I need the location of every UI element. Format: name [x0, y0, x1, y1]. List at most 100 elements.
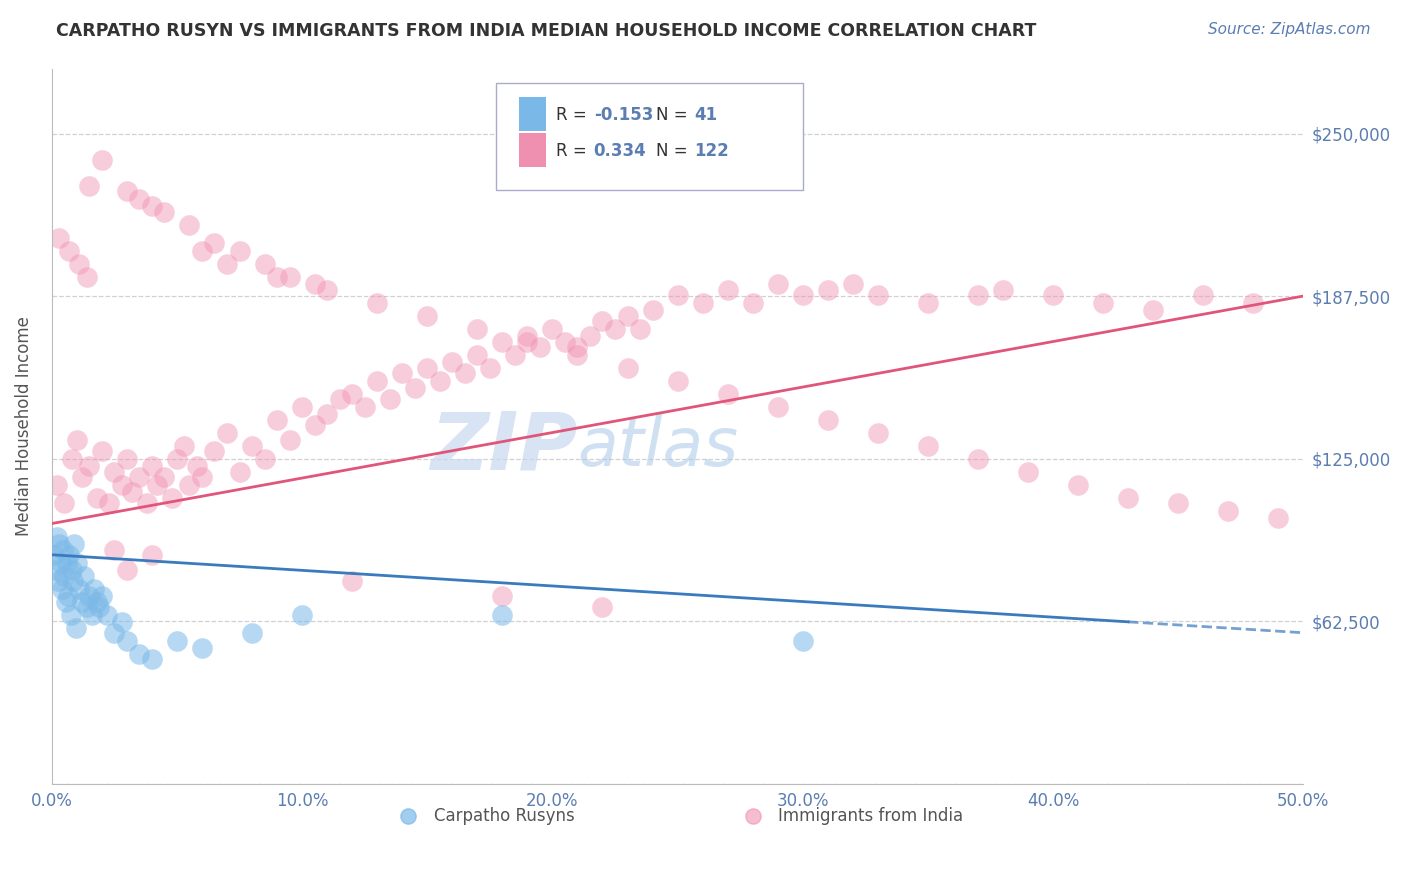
- FancyBboxPatch shape: [496, 83, 803, 190]
- Point: [58, 244, 80, 258]
- Point: [842, 277, 865, 292]
- Point: [128, 469, 150, 483]
- Point: [516, 334, 538, 349]
- Point: [278, 269, 301, 284]
- Point: [429, 374, 451, 388]
- Text: 41: 41: [693, 106, 717, 124]
- Text: Immigrants from India: Immigrants from India: [778, 806, 963, 825]
- Point: [1218, 503, 1240, 517]
- Point: [628, 321, 651, 335]
- Text: R =: R =: [557, 106, 592, 124]
- Point: [60, 563, 83, 577]
- Point: [291, 607, 314, 622]
- Point: [666, 374, 689, 388]
- Point: [63, 537, 86, 551]
- Point: [121, 485, 143, 500]
- Point: [76, 269, 98, 284]
- Point: [89, 599, 111, 614]
- Point: [240, 438, 263, 452]
- Point: [166, 633, 188, 648]
- Point: [1067, 477, 1090, 491]
- Point: [228, 465, 250, 479]
- Point: [416, 360, 439, 375]
- Point: [391, 366, 413, 380]
- Point: [98, 496, 121, 510]
- Point: [366, 295, 388, 310]
- Point: [717, 386, 740, 401]
- Point: [766, 400, 789, 414]
- Point: [616, 360, 638, 375]
- Point: [316, 408, 339, 422]
- Point: [76, 599, 98, 614]
- Point: [641, 303, 664, 318]
- Point: [60, 451, 83, 466]
- Point: [166, 451, 188, 466]
- Point: [1241, 295, 1264, 310]
- Point: [90, 153, 112, 167]
- Point: [44, 563, 66, 577]
- Point: [115, 451, 138, 466]
- Point: [1042, 287, 1064, 301]
- Point: [58, 548, 80, 562]
- Point: [52, 542, 75, 557]
- Point: [266, 412, 288, 426]
- Point: [215, 425, 238, 440]
- Point: [567, 347, 589, 361]
- Point: [48, 537, 70, 551]
- Point: [45, 530, 67, 544]
- Point: [111, 477, 134, 491]
- Text: -0.153: -0.153: [593, 106, 654, 124]
- Point: [416, 309, 439, 323]
- Point: [717, 283, 740, 297]
- Point: [465, 321, 488, 335]
- Point: [503, 347, 526, 361]
- Point: [153, 204, 176, 219]
- Point: [103, 465, 125, 479]
- Point: [70, 469, 93, 483]
- Point: [204, 235, 226, 250]
- Point: [179, 477, 201, 491]
- Point: [55, 556, 77, 570]
- Point: [73, 568, 96, 582]
- Point: [1142, 303, 1164, 318]
- Point: [866, 287, 889, 301]
- Point: [967, 287, 990, 301]
- Point: [115, 184, 138, 198]
- Point: [1167, 496, 1189, 510]
- Point: [378, 392, 401, 406]
- Point: [516, 329, 538, 343]
- Point: [66, 556, 89, 570]
- Point: [65, 621, 87, 635]
- Point: [792, 287, 814, 301]
- Point: [115, 563, 138, 577]
- Point: [603, 321, 626, 335]
- Point: [554, 334, 576, 349]
- Point: [592, 599, 614, 614]
- Point: [146, 477, 169, 491]
- Point: [616, 309, 638, 323]
- Point: [340, 386, 363, 401]
- Point: [191, 469, 214, 483]
- Point: [991, 283, 1014, 297]
- Point: [51, 582, 73, 596]
- Point: [1192, 287, 1215, 301]
- Point: [579, 329, 602, 343]
- Point: [1092, 295, 1115, 310]
- Point: [141, 548, 163, 562]
- Point: [80, 607, 103, 622]
- Point: [135, 496, 157, 510]
- Point: [866, 425, 889, 440]
- Point: [666, 287, 689, 301]
- Point: [304, 417, 326, 432]
- Point: [46, 574, 69, 588]
- Point: [967, 451, 990, 466]
- Point: [592, 314, 614, 328]
- Point: [115, 633, 138, 648]
- Point: [329, 392, 352, 406]
- Point: [49, 556, 72, 570]
- Point: [366, 374, 388, 388]
- Point: [96, 607, 118, 622]
- Point: [111, 615, 134, 630]
- Point: [304, 277, 326, 292]
- Point: [204, 443, 226, 458]
